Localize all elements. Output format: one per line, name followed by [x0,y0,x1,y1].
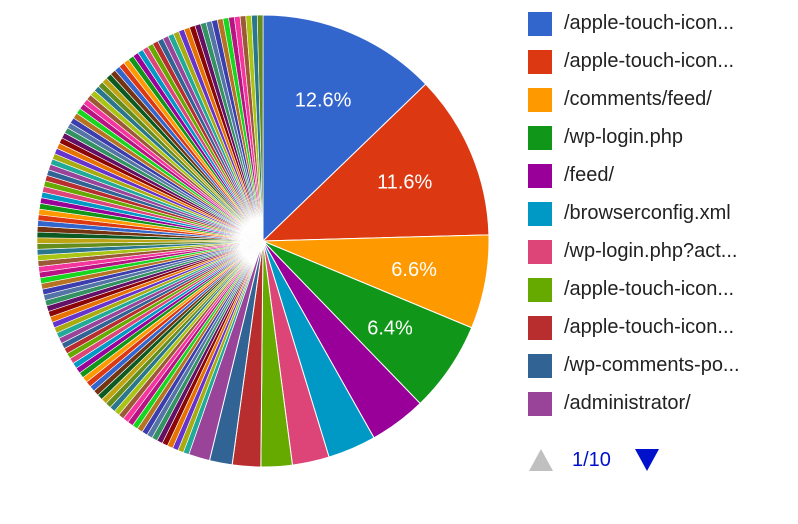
legend-swatch [528,164,552,188]
pie-slice[interactable] [262,14,427,243]
legend-swatch [528,316,552,340]
legend-label: /wp-login.php [564,126,683,148]
legend: /apple-touch-icon... /apple-touch-icon..… [528,8,793,426]
legend-swatch [528,354,552,378]
legend-label: /wp-login.php?act... [564,240,738,262]
legend-label: /feed/ [564,164,615,186]
page-indicator: 1/10 [572,449,611,471]
legend-pager: 1/10 [528,444,728,474]
slice-label: 12.6% [295,90,352,112]
legend-label: /apple-touch-icon... [564,278,735,300]
legend-item[interactable]: /wp-comments-po... [528,350,793,388]
legend-item[interactable]: /wp-login.php [528,122,793,160]
legend-label: /wp-comments-po... [564,354,740,376]
pie-slice[interactable] [261,83,490,242]
legend-label: /apple-touch-icon... [564,12,735,34]
legend-swatch [528,392,552,416]
legend-swatch [528,240,552,264]
legend-swatch [528,202,552,226]
slice-label: 6.4% [367,318,413,340]
legend-item[interactable]: /wp-login.php?act... [528,236,793,274]
pie-slice[interactable] [256,14,264,242]
legend-item[interactable]: /apple-touch-icon... [528,312,793,350]
slice-label: 6.6% [391,259,437,281]
legend-label: /administrator/ [564,392,691,414]
legend-swatch [528,12,552,36]
legend-item[interactable]: /browserconfig.xml [528,198,793,236]
legend-swatch [528,88,552,112]
legend-item[interactable]: /apple-touch-icon... [528,8,793,46]
legend-item[interactable]: /administrator/ [528,388,793,426]
legend-item[interactable]: /comments/feed/ [528,84,793,122]
legend-label: /comments/feed/ [564,88,712,110]
triangle-up-icon[interactable] [528,448,554,472]
triangle-down-icon[interactable] [634,448,660,472]
legend-item[interactable]: /apple-touch-icon... [528,274,793,312]
slice-label: 11.6% [377,172,432,194]
legend-swatch [528,278,552,302]
legend-item[interactable]: /apple-touch-icon... [528,46,793,84]
legend-swatch [528,126,552,150]
legend-label: /apple-touch-icon... [564,50,735,72]
pie-chart: 12.6% 11.6% 6.6% 6.4% [36,14,490,468]
legend-label: /apple-touch-icon... [564,316,735,338]
legend-swatch [528,50,552,74]
legend-item[interactable]: /feed/ [528,160,793,198]
legend-label: /browserconfig.xml [564,202,731,224]
